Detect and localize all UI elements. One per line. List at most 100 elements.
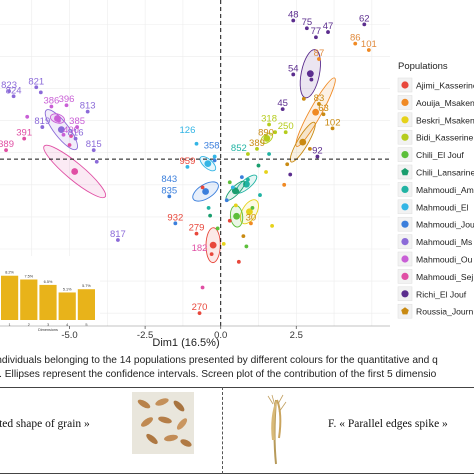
scatter-point bbox=[273, 130, 278, 135]
scree-value-label: 7.5% bbox=[24, 275, 33, 279]
scatter-point bbox=[215, 226, 220, 231]
scree-value-label: 8.2% bbox=[5, 271, 14, 275]
point-label: 45 bbox=[277, 98, 288, 109]
point-label: 30 bbox=[246, 212, 257, 223]
legend-label: Mahmoudi_Sej bbox=[416, 272, 473, 282]
scatter-point bbox=[256, 163, 261, 168]
scatter-point bbox=[249, 221, 253, 226]
figure-caption: individuals belonging to the 14 populati… bbox=[0, 354, 474, 382]
point-label: 385 bbox=[69, 116, 85, 127]
scatter-point bbox=[280, 107, 285, 111]
grain-photo bbox=[132, 392, 194, 454]
point-label: 250 bbox=[278, 121, 294, 132]
group-centroid bbox=[57, 126, 65, 134]
point-label: 54 bbox=[288, 63, 299, 74]
legend-marker bbox=[401, 272, 409, 280]
scatter-point bbox=[270, 223, 274, 228]
point-label: 813 bbox=[80, 101, 96, 112]
point-label: 101 bbox=[361, 39, 377, 50]
scatter-point bbox=[38, 90, 43, 95]
point-label: 386 bbox=[43, 96, 59, 107]
point-label: 318 bbox=[261, 113, 277, 124]
legend-marker bbox=[401, 220, 409, 228]
scatter-point bbox=[212, 154, 217, 159]
scatter-points bbox=[4, 18, 371, 316]
point-label: 400 bbox=[63, 125, 79, 136]
scatter-point bbox=[227, 218, 232, 223]
scatter-point bbox=[57, 118, 61, 123]
scatter-point bbox=[73, 136, 78, 141]
scree-value-label: 6.5% bbox=[44, 280, 53, 284]
point-label: 389 bbox=[249, 138, 265, 149]
scatter-point bbox=[224, 198, 229, 203]
group-centroid bbox=[233, 212, 240, 220]
scatter-point bbox=[258, 193, 262, 197]
scatter-point bbox=[94, 159, 99, 164]
scatter-point bbox=[235, 189, 240, 194]
scatter-point bbox=[61, 132, 66, 137]
point-label: 816 bbox=[68, 128, 84, 139]
group-centroid bbox=[312, 108, 320, 116]
point-label: 87 bbox=[314, 48, 325, 59]
scatter-point bbox=[326, 30, 330, 34]
scatter-point bbox=[49, 104, 54, 109]
scree-tick-label: 3 bbox=[47, 323, 49, 327]
scatter-point bbox=[362, 22, 367, 27]
group-centroid bbox=[246, 208, 253, 216]
scatter-point bbox=[194, 141, 199, 146]
legend-marker bbox=[401, 81, 409, 89]
legend-marker bbox=[401, 151, 409, 159]
legend-marker bbox=[401, 203, 409, 211]
legend-title: Populations bbox=[398, 61, 448, 72]
point-label: 86 bbox=[350, 33, 361, 44]
scree-bar bbox=[58, 292, 76, 320]
scatter-point bbox=[244, 244, 249, 249]
point-label: 47 bbox=[323, 21, 334, 32]
scree-inset: 8.2% 1 7.5% 2 6.5% 3 5.1% 4 5.7% 5 Dimensions bbox=[0, 256, 100, 336]
scatter-point bbox=[250, 206, 255, 210]
legend-marker bbox=[401, 133, 409, 141]
scatter-point bbox=[264, 170, 268, 174]
point-label: 83 bbox=[314, 93, 325, 104]
point-label: 959 bbox=[180, 156, 196, 167]
scatter-point bbox=[291, 72, 296, 77]
legend-label: Richi_El Jouf bbox=[416, 289, 467, 299]
legend-marker bbox=[401, 185, 409, 193]
scree-bar bbox=[20, 279, 38, 320]
legend-label: Ajimi_Kasserine bbox=[416, 81, 474, 91]
scatter-point bbox=[239, 175, 244, 180]
point-label: 821 bbox=[28, 76, 44, 87]
scatter-point bbox=[314, 35, 318, 40]
spike-photo bbox=[262, 394, 290, 466]
group-centroid bbox=[202, 188, 209, 195]
scatter-point bbox=[185, 164, 190, 169]
legend-marker bbox=[401, 98, 409, 106]
scatter-point bbox=[206, 206, 211, 210]
scatter-point bbox=[4, 148, 8, 153]
legend-label: Chili_El Jouf bbox=[416, 150, 464, 160]
point-label: 389 bbox=[0, 139, 14, 150]
scatter-point bbox=[34, 85, 39, 90]
confidence-ellipses bbox=[43, 49, 336, 264]
point-label: 396 bbox=[59, 94, 75, 105]
scatter-point bbox=[241, 234, 246, 239]
point-label: 48 bbox=[288, 10, 299, 21]
scatter-point bbox=[330, 126, 335, 131]
point-label: 77 bbox=[311, 26, 322, 37]
scatter-point bbox=[366, 48, 371, 52]
legend: Populations Ajimi_Kasserine Aouija_Msaken… bbox=[397, 61, 474, 319]
scatter-point bbox=[309, 77, 314, 82]
scatter-point bbox=[236, 259, 241, 264]
scatter-point bbox=[304, 26, 309, 31]
x-axis: -5.0 -2.5 0.0 2.5 bbox=[0, 325, 390, 341]
scatter-point bbox=[285, 162, 290, 167]
legend-marker bbox=[401, 168, 409, 176]
point-label: 932 bbox=[167, 212, 183, 223]
scree-bar bbox=[77, 289, 95, 320]
legend-label: Mahmoudi_El bbox=[416, 202, 469, 212]
point-label: 182 bbox=[192, 243, 208, 254]
point-label: 823 bbox=[1, 80, 17, 91]
caption-line-1: individuals belonging to the 14 populati… bbox=[0, 355, 438, 366]
